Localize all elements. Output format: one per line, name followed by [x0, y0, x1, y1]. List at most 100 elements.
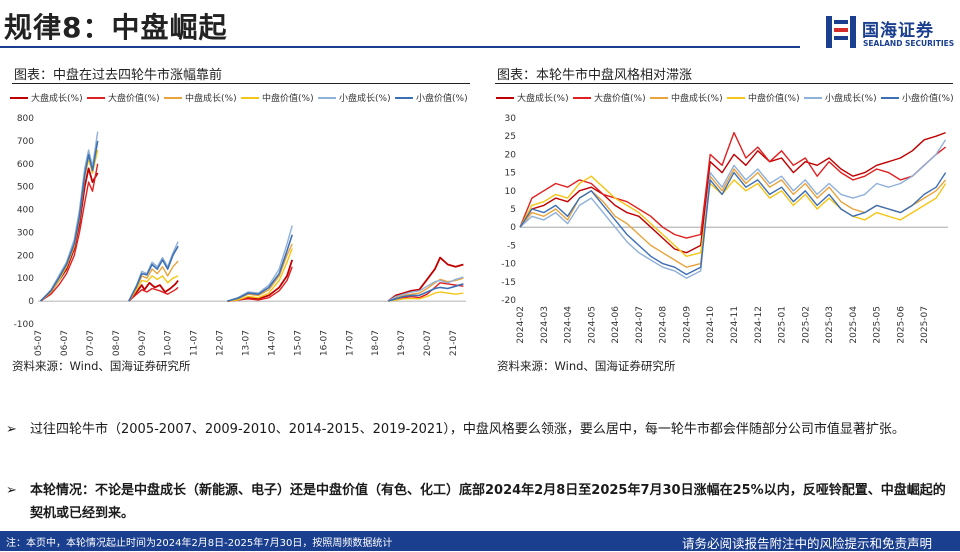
- x-tick-label: 2024-02: [516, 306, 526, 344]
- y-tick-label: 700: [17, 137, 34, 147]
- x-tick-label: 2020-07: [423, 330, 433, 356]
- x-tick-label: 2025-07: [920, 306, 930, 344]
- y-tick-label: 30: [505, 114, 517, 124]
- series-line: [519, 175, 947, 258]
- series-line: [227, 234, 293, 302]
- y-tick-label: 5: [510, 205, 516, 215]
- x-tick-label: 2013-07: [242, 330, 252, 356]
- x-tick-label: 2024-03: [540, 306, 550, 344]
- x-tick-label: 2006-07: [60, 330, 70, 356]
- series-line: [128, 279, 179, 302]
- figure-left-divider: [12, 83, 470, 84]
- x-tick-label: 2012-07: [216, 330, 226, 356]
- sealand-logo-icon: [826, 16, 856, 48]
- bullet-arrow-icon: ➢: [6, 483, 17, 498]
- figure-left-title: 图表：中盘在过去四轮牛市涨幅靠前: [14, 68, 223, 83]
- x-tick-label: 2025-03: [825, 306, 835, 344]
- series-line: [128, 286, 179, 302]
- x-tick-label: 2008-07: [112, 330, 122, 356]
- y-tick-label: -20: [501, 296, 516, 306]
- title-divider: [0, 46, 800, 48]
- bullet-2-text: 本轮情况：不论是中盘成长（新能源、电子）还是中盘价值（有色、化工）底部2024年…: [30, 483, 946, 521]
- y-tick-label: 25: [505, 132, 516, 142]
- logo-text-cn: 国海证券: [862, 21, 934, 41]
- y-tick-label: 0: [28, 297, 34, 307]
- x-tick-label: 2024-08: [659, 306, 669, 344]
- y-tick-label: 15: [505, 169, 516, 179]
- bullet-2: ➢ 本轮情况：不论是中盘成长（新能源、电子）还是中盘价值（有色、化工）底部202…: [6, 479, 956, 525]
- bullet-1-text: 过往四轮牛市（2005-2007、2009-2010、2014-2015、201…: [30, 422, 905, 437]
- x-tick-label: 2024-05: [587, 306, 597, 344]
- y-tick-label: 400: [17, 206, 34, 216]
- legend-label: 中盘成长(%): [671, 92, 723, 104]
- x-tick-label: 2015-07: [293, 330, 303, 356]
- page-title: 规律8：中盘崛起: [4, 11, 228, 44]
- series-line: [519, 139, 947, 279]
- x-tick-label: 2016-07: [319, 330, 329, 356]
- bullet-1: ➢ 过往四轮牛市（2005-2007、2009-2010、2014-2015、2…: [6, 418, 956, 441]
- series-line: [227, 248, 293, 302]
- legend-label: 小盘成长(%): [825, 92, 877, 104]
- figure-right-divider: [495, 83, 953, 84]
- series-line: [387, 283, 464, 302]
- y-tick-label: -5: [507, 241, 516, 251]
- figure-right-source: 资料来源：Wind、国海证券研究所: [497, 359, 676, 373]
- x-tick-label: 2024-04: [564, 306, 574, 344]
- series-line: [519, 131, 947, 239]
- footer-bar: 注：本页中，本轮情况起止时间为2024年2月8日-2025年7月30日，按照周频…: [0, 531, 960, 551]
- y-tick-label: -100: [14, 320, 35, 330]
- y-tick-label: 500: [17, 183, 34, 193]
- y-tick-label: 300: [17, 228, 34, 238]
- legend-label: 中盘价值(%): [262, 92, 314, 104]
- x-tick-label: 2024-10: [706, 306, 716, 344]
- footer-disclaimer: 请务必阅读报告附注中的风险提示和免责声明: [681, 536, 932, 551]
- x-tick-label: 2024-12: [754, 306, 764, 344]
- chart-left: 大盘成长(%) 大盘价值(%) 中盘成长(%) 中盘价值(%) 小盘成长(%) 小盘价值(…: [10, 92, 468, 356]
- series-line: [40, 140, 99, 302]
- legend-label: 小盘价值(%): [902, 92, 954, 104]
- x-tick-label: 2007-07: [86, 330, 96, 356]
- x-tick-label: 2024-07: [635, 306, 645, 344]
- x-tick-label: 2024-11: [730, 306, 740, 344]
- series-line: [40, 131, 99, 302]
- series-line: [40, 167, 99, 302]
- y-tick-label: 800: [17, 114, 34, 124]
- series-line: [387, 276, 464, 302]
- x-tick-label: 2025-05: [873, 306, 883, 344]
- brand-logo: 国海证券 SEALAND SECURITIES: [826, 14, 956, 54]
- x-tick-label: 2019-07: [397, 330, 407, 356]
- legend-label: 小盘成长(%): [339, 92, 391, 104]
- figure-right-title: 图表：本轮牛市中盘风格相对滞涨: [497, 68, 693, 83]
- series-line: [519, 168, 947, 268]
- series-line: [128, 275, 179, 302]
- x-tick-label: 2014-07: [267, 330, 277, 356]
- x-tick-label: 2025-02: [801, 306, 811, 344]
- legend-label: 大盘成长(%): [517, 92, 569, 104]
- x-tick-label: 2018-07: [371, 330, 381, 356]
- chart-right: 大盘成长(%) 大盘价值(%) 中盘成长(%) 中盘价值(%) 小盘成长(%) 小盘价值(…: [496, 92, 954, 344]
- x-tick-label: 2011-07: [190, 330, 200, 356]
- x-tick-label: 2025-01: [778, 306, 788, 344]
- x-tick-label: 2025-06: [896, 306, 906, 344]
- y-tick-label: 100: [17, 274, 34, 284]
- x-tick-label: 2009-07: [138, 330, 148, 356]
- x-tick-label: 2017-07: [345, 330, 355, 356]
- figure-left-source: 资料来源：Wind、国海证券研究所: [12, 359, 191, 373]
- series-line: [519, 171, 947, 276]
- legend-label: 大盘价值(%): [108, 92, 160, 104]
- series-line: [40, 140, 99, 302]
- logo-text-en: SEALAND SECURITIES: [863, 39, 955, 48]
- x-tick-label: 2024-09: [682, 306, 692, 344]
- y-tick-label: 0: [510, 223, 516, 233]
- legend-label: 小盘价值(%): [416, 92, 468, 104]
- footer-note: 注：本页中，本轮情况起止时间为2024年2月8日-2025年7月30日，按照周频…: [6, 538, 393, 549]
- y-tick-label: -10: [501, 260, 516, 270]
- y-tick-label: -15: [501, 278, 516, 288]
- y-tick-label: 600: [17, 160, 34, 170]
- series-line: [387, 256, 464, 302]
- legend-label: 中盘成长(%): [185, 92, 237, 104]
- series-line: [388, 291, 464, 302]
- x-tick-label: 2005-07: [34, 330, 44, 356]
- bullet-arrow-icon: ➢: [6, 422, 17, 437]
- y-tick-label: 200: [17, 251, 34, 261]
